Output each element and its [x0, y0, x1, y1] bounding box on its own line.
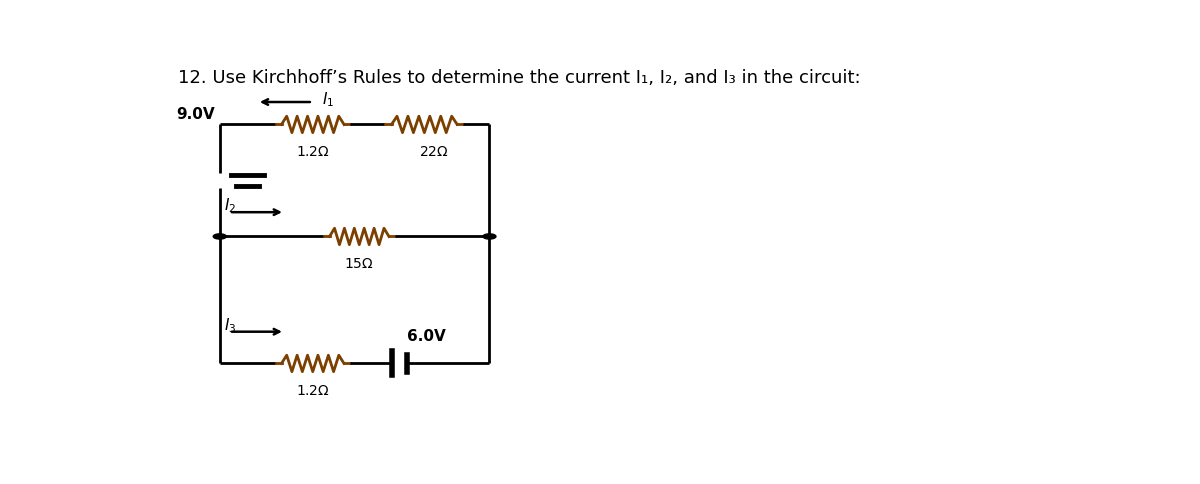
- Text: 12. Use Kirchhoff’s Rules to determine the current I₁, I₂, and I₃ in the circuit: 12. Use Kirchhoff’s Rules to determine t…: [178, 69, 860, 87]
- Text: $I_1$: $I_1$: [322, 90, 335, 108]
- Circle shape: [214, 234, 227, 240]
- Text: 9.0V: 9.0V: [176, 106, 215, 121]
- Text: 15$\Omega$: 15$\Omega$: [344, 256, 374, 270]
- Text: 1.2$\Omega$: 1.2$\Omega$: [296, 144, 330, 158]
- Text: $I_3$: $I_3$: [224, 315, 236, 334]
- Text: $I_2$: $I_2$: [224, 196, 236, 214]
- Text: 22$\Omega$: 22$\Omega$: [419, 144, 449, 158]
- Text: 6.0V: 6.0V: [407, 328, 445, 343]
- Circle shape: [482, 234, 496, 240]
- Text: 1.2$\Omega$: 1.2$\Omega$: [296, 383, 330, 397]
